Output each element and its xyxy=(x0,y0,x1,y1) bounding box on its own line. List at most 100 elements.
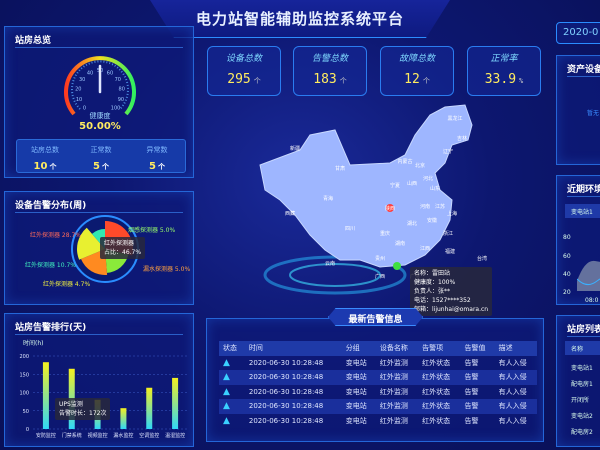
station-marker-alarm[interactable] xyxy=(386,204,394,212)
gauge-label: 健康度 xyxy=(89,112,111,120)
province-label: 重庆 xyxy=(380,230,390,237)
pie-tooltip: 红外探测器 占比：46.7% xyxy=(100,237,146,259)
table-row[interactable]: ▲ 2020-06-30 10:28:48 变电站 红外监测 红外状态 告警 有人入侵 xyxy=(219,385,537,400)
assets-text: 暂无 xyxy=(587,110,600,117)
column-header: 分组 xyxy=(345,344,360,353)
table-cell: 红外状态 xyxy=(422,402,451,411)
station-tooltip: 名称：雷田站 健康度：100% 负责人：张** 电话：1527****352 邮箱：li… xyxy=(410,267,493,316)
gauge-tick-label: 10 xyxy=(76,97,82,103)
ranking-bar-chart: 0 50 100 150 200 安防监控 门禁系统 视频监控 漏水监控 空调监控 温湿监控 xyxy=(19,354,188,439)
y-tick-label: 0 xyxy=(26,427,29,433)
province-label: 西藏 xyxy=(285,210,295,217)
gauge-tick-label: 0 xyxy=(83,106,86,112)
province-label: 上海 xyxy=(447,210,457,217)
table-cell: 告警 xyxy=(464,373,479,382)
province-label: 江苏 xyxy=(435,203,445,210)
pie-label: 漏水探测器 5.0% xyxy=(143,266,191,273)
gauge-tick-label: 20 xyxy=(75,87,81,93)
province-label: 陕西 xyxy=(385,205,395,212)
column-header: 告警项 xyxy=(422,344,444,353)
bar[interactable] xyxy=(146,387,153,429)
table-cell: 告警 xyxy=(464,416,479,425)
panel-title: 设备告警分布(周) xyxy=(15,201,87,211)
province-label: 湖南 xyxy=(395,240,405,247)
station-item[interactable]: 配电房2 xyxy=(571,429,593,436)
warning-icon: ▲ xyxy=(223,386,230,397)
province-label: 青海 xyxy=(323,195,333,202)
header-bar xyxy=(150,0,450,38)
table-row[interactable]: ▲ 2020-06-30 10:28:48 变电站 红外监测 红外状态 告警 有人入侵 xyxy=(219,399,537,414)
x-tick-label: 空调监控 xyxy=(139,432,159,439)
gauge-value: 50.00% xyxy=(79,121,121,132)
table-cell: 红外监测 xyxy=(379,387,408,396)
station-item[interactable]: 变电站2 xyxy=(571,413,593,420)
y-tick-label: 50 xyxy=(23,409,29,415)
health-gauge: 0102030405060708090100 xyxy=(64,56,136,116)
province-label: 宁夏 xyxy=(390,182,400,189)
kpi-unit: % xyxy=(519,77,524,85)
table-cell: 有人入侵 xyxy=(498,373,527,382)
table-cell: 变电站 xyxy=(345,416,367,425)
table-row[interactable]: ▲ 2020-06-30 10:28:48 变电站 红外监测 红外状态 告警 有人入侵 xyxy=(219,414,537,429)
table-cell: 红外监测 xyxy=(379,373,408,382)
kpi-alarm-total: 告警总数 183 个 xyxy=(293,46,367,96)
kpi-device-total: 设备总数 295 个 xyxy=(207,46,281,96)
column-header: 描述 xyxy=(498,344,513,353)
bar[interactable] xyxy=(172,377,179,429)
bar[interactable] xyxy=(120,408,127,429)
table-cell: 2020-06-30 10:28:48 xyxy=(248,358,324,367)
kpi-value: 295 xyxy=(227,72,251,87)
stat-total: 站房总数 10 个 xyxy=(31,146,59,172)
x-tick-label: 视频监控 xyxy=(88,432,108,439)
station-item[interactable]: 变电站1 xyxy=(571,365,593,372)
gauge-tick-label: 100 xyxy=(111,106,121,112)
province-label: 辽宁 xyxy=(443,148,453,155)
table-cell: 2020-06-30 10:28:48 xyxy=(248,402,324,411)
y-tick-label: 150 xyxy=(19,372,29,378)
table-cell: 红外监测 xyxy=(379,402,408,411)
kpi-value: 12 xyxy=(404,72,420,87)
warning-icon: ▲ xyxy=(223,372,230,383)
station-marker-normal[interactable] xyxy=(393,262,401,270)
station-item[interactable]: 开闭所 xyxy=(571,397,590,404)
province-label: 四川 xyxy=(345,226,355,232)
table-cell: 红外监测 xyxy=(379,358,408,367)
env-tab[interactable]: 变电站1 xyxy=(565,204,600,218)
kpi-label: 设备总数 xyxy=(225,54,262,64)
panel-title: 站房告警排行(天) xyxy=(15,323,87,333)
station-item[interactable]: 配电房1 xyxy=(571,381,593,388)
table-cell: 有人入侵 xyxy=(498,416,527,425)
table-row[interactable]: ▲ 2020-06-30 10:28:48 变电站 红外监测 红外状态 告警 有人入侵 xyxy=(219,370,537,385)
province-label: 云南 xyxy=(325,260,335,267)
alarm-ranking-panel: 站房告警排行(天) 时间(h) 0 50 100 150 200 安防监控 门禁系统 视频监控… xyxy=(4,313,194,447)
x-tick-label: 安防监控 xyxy=(36,432,56,439)
province-label: 台湾 xyxy=(477,255,487,262)
table-cell: 告警 xyxy=(464,358,479,367)
province-label: 甘肃 xyxy=(335,165,345,172)
alarms-table: 状态 时间 分组 设备名称 告警项 告警值 描述 ▲ 2020-06-30 10:28:48 变… xyxy=(219,341,537,428)
gauge-tick-label: 90 xyxy=(118,97,124,103)
latest-alarms-panel: 状态 时间 分组 设备名称 告警项 告警值 描述 ▲ 2020-06-30 10:28:48 变… xyxy=(206,318,544,442)
gauge-tick-label: 70 xyxy=(115,77,121,83)
panel-title: 资产设备 xyxy=(567,65,600,75)
kpi-unit: 个 xyxy=(339,77,347,85)
station-list-panel: 站房列表 名称 变电站1 配电房1 开闭所 变电站2 配电房2 xyxy=(556,315,600,447)
bar[interactable] xyxy=(42,362,49,429)
table-cell: 变电站 xyxy=(345,373,367,382)
kpi-fault-total: 故障总数 12 个 xyxy=(380,46,454,96)
province-label: 河南 xyxy=(420,203,430,210)
table-row[interactable]: ▲ 2020-06-30 10:28:48 变电站 红外监测 红外状态 告警 有人入侵 xyxy=(219,356,537,371)
table-cell: 红外监测 xyxy=(379,416,408,425)
table-cell: 红外状态 xyxy=(422,416,451,425)
province-label: 吉林 xyxy=(457,135,467,142)
warning-icon: ▲ xyxy=(223,357,230,368)
pie-label: 红外探测器 28.7% xyxy=(30,232,81,239)
pie-slice[interactable] xyxy=(77,227,105,260)
table-cell: 告警 xyxy=(464,387,479,396)
kpi-value: 183 xyxy=(313,72,337,87)
table-cell: 变电站 xyxy=(345,358,367,367)
table-cell: 红外状态 xyxy=(422,358,451,367)
province-label: 湖北 xyxy=(407,220,417,227)
gauge-tick-label: 30 xyxy=(79,77,85,83)
